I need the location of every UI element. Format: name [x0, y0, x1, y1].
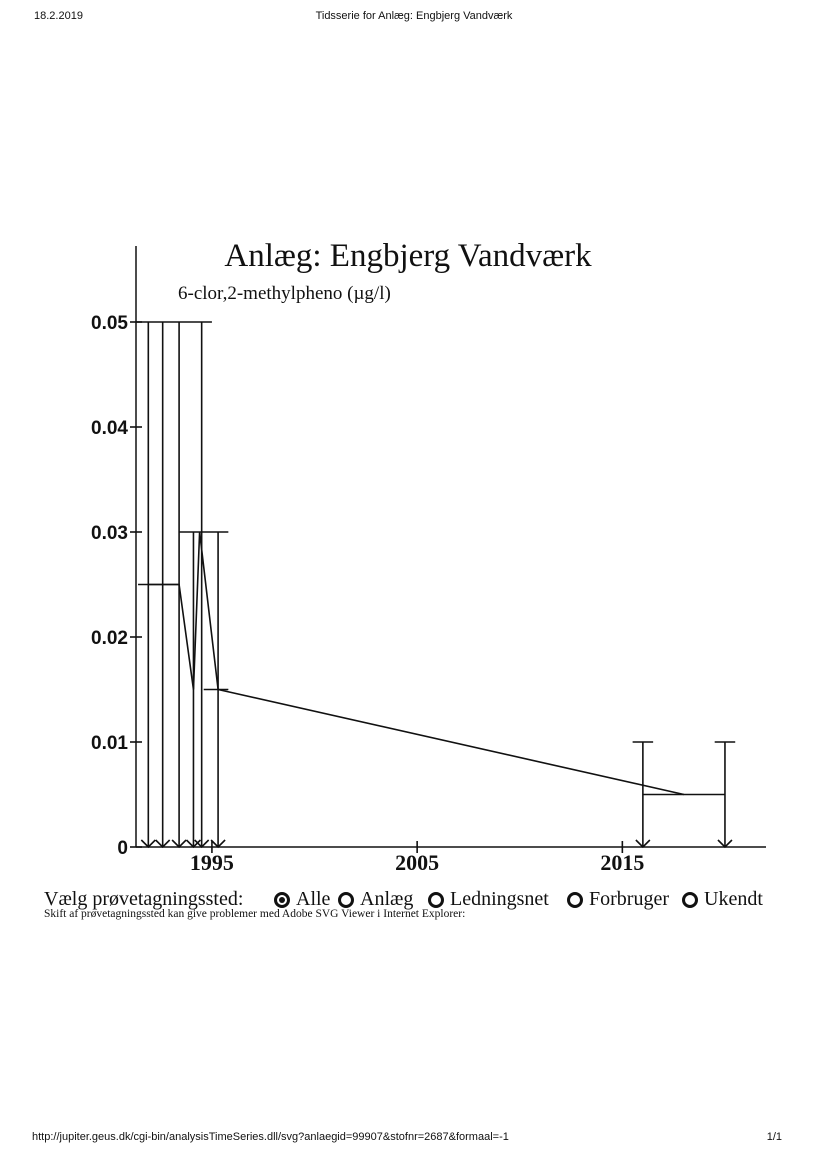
below-detection-arrow	[171, 839, 187, 849]
option-ledningsnet[interactable]: Ledningsnet	[428, 888, 549, 911]
radio-icon[interactable]	[682, 891, 698, 908]
radio-icon[interactable]	[428, 891, 444, 908]
x-tick-label: 2015	[600, 850, 644, 875]
x-tick-label: 1995	[190, 850, 234, 875]
x-tick-label: 2005	[395, 850, 439, 875]
option-ukendt[interactable]: Ukendt	[682, 888, 763, 911]
y-tick-label: 0.03	[91, 523, 128, 544]
option-anlaeg-label: Anlæg	[360, 888, 414, 910]
selector-note: Skift af prøvetagningssted kan give prob…	[44, 908, 466, 920]
below-detection-arrow	[635, 839, 651, 849]
option-alle[interactable]: Alle	[274, 888, 330, 911]
time-series-chart: Anlæg: Engbjerg Vandværk 6-clor,2-methyl…	[91, 238, 766, 875]
radio-icon[interactable]	[567, 891, 583, 908]
print-date: 18.2.2019	[34, 10, 83, 22]
sampling-site-label: Vælg prøvetagningssted:	[44, 888, 244, 910]
option-ledningsnet-label: Ledningsnet	[450, 888, 549, 910]
y-tick-label: 0	[117, 838, 128, 859]
chart-subtitle: 6-clor,2-methylpheno (µg/l)	[178, 283, 391, 304]
print-page-number: 1/1	[766, 1131, 782, 1143]
y-tick-label: 0.01	[91, 733, 128, 754]
option-anlaeg[interactable]: Anlæg	[338, 888, 413, 911]
below-detection-arrow	[140, 839, 156, 849]
y-tick-label: 0.05	[91, 313, 128, 334]
chart-title: Anlæg: Engbjerg Vandværk	[224, 238, 592, 274]
print-header-title: Tidsserie for Anlæg: Engbjerg Vandværk	[315, 10, 513, 22]
radio-checked-icon[interactable]	[274, 891, 290, 908]
y-tick-label: 0.04	[91, 418, 128, 439]
y-tick-label: 0.02	[91, 628, 128, 649]
series-line	[148, 531, 685, 796]
below-detection-arrow	[717, 839, 733, 849]
option-forbruger[interactable]: Forbruger	[567, 888, 669, 911]
below-detection-arrow	[155, 839, 171, 849]
radio-icon[interactable]	[338, 891, 354, 908]
option-ukendt-label: Ukendt	[704, 888, 763, 910]
option-alle-label: Alle	[296, 888, 331, 910]
below-detection-arrow	[210, 839, 226, 849]
option-forbruger-label: Forbruger	[589, 888, 669, 910]
print-footer-url: http://jupiter.geus.dk/cgi-bin/analysisT…	[32, 1131, 509, 1143]
below-detection-arrow	[194, 839, 210, 849]
